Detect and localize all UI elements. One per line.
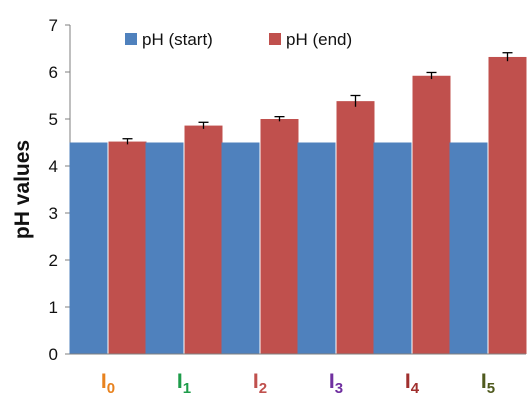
y-tick-label: 1	[49, 298, 58, 317]
bar-ph-end	[412, 75, 451, 354]
bar-ph-end	[488, 56, 527, 355]
x-tick-label: I5	[481, 370, 495, 396]
x-axis: I0 I1 I2 I3 I4 I5	[70, 353, 526, 396]
bar-ph-end	[108, 141, 147, 354]
y-tick-label: 2	[49, 251, 58, 270]
bars	[69, 56, 527, 355]
x-tick-label: I4	[405, 370, 420, 396]
y-axis: 0 1 2 3 4 5 6 7	[49, 16, 71, 364]
y-tick-label: 0	[49, 345, 58, 364]
legend-label-ph-end: pH (end)	[286, 30, 352, 49]
bar-ph-start	[69, 142, 108, 354]
legend: pH (start) pH (end)	[125, 30, 352, 49]
y-tick-label: 4	[49, 157, 58, 176]
bar-ph-start	[221, 142, 260, 354]
error-bars	[122, 52, 513, 145]
bar-ph-start	[449, 142, 488, 354]
bar-ph-end	[336, 101, 375, 354]
legend-label-ph-start: pH (start)	[142, 30, 213, 49]
bar-ph-end	[184, 125, 223, 354]
y-tick-label: 6	[49, 63, 58, 82]
x-tick-label: I1	[177, 370, 191, 396]
x-tick-label: I3	[329, 370, 343, 396]
y-tick-label: 5	[49, 110, 58, 129]
bar-ph-start	[145, 142, 184, 354]
y-axis-label: pH values	[11, 140, 34, 239]
bar-ph-end	[260, 119, 299, 354]
y-tick-label: 3	[49, 204, 58, 223]
y-tick-label: 7	[49, 16, 58, 35]
bar-ph-start	[297, 142, 336, 354]
x-tick-label: I2	[253, 370, 267, 396]
bar-ph-start	[373, 142, 412, 354]
legend-swatch-ph-end	[269, 33, 281, 45]
x-tick-label: I0	[101, 370, 115, 396]
legend-swatch-ph-start	[125, 33, 137, 45]
